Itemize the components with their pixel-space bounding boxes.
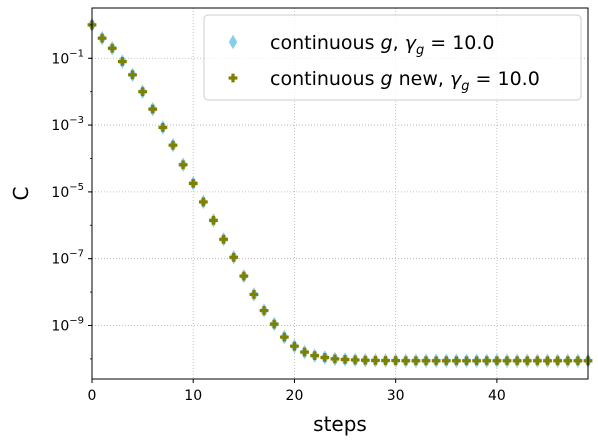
series-2-point bbox=[178, 160, 188, 170]
series-2-point bbox=[350, 355, 360, 365]
series-2-point bbox=[290, 341, 299, 351]
series-2-point bbox=[259, 306, 269, 315]
series-2-point bbox=[573, 356, 583, 366]
plot-frame bbox=[91, 7, 589, 380]
series-2-point bbox=[441, 356, 451, 366]
series-2-point bbox=[532, 356, 542, 366]
axis-ticks: 0 10 20 30 40 10−9 10−7 10−5 10−3 10−1 bbox=[51, 24, 506, 404]
series-2-point bbox=[279, 332, 289, 342]
legend-label-2: continuous g new, γg = 10.0 bbox=[270, 68, 540, 94]
series-2-point bbox=[168, 140, 178, 150]
series-2-point bbox=[391, 356, 401, 365]
series-2-point bbox=[512, 356, 522, 366]
series-2-point bbox=[522, 356, 532, 366]
x-tick-label: 30 bbox=[387, 388, 405, 404]
series-2-point bbox=[300, 347, 309, 357]
legend-label-1: continuous g, γg = 10.0 bbox=[270, 32, 495, 58]
data-marks bbox=[87, 17, 593, 368]
y-tick-label: 10−5 bbox=[51, 182, 84, 201]
series-2-point bbox=[452, 356, 461, 366]
series-2-point bbox=[138, 87, 148, 97]
series-2-point bbox=[229, 252, 239, 262]
series-2-point bbox=[128, 70, 137, 80]
x-tick-label: 0 bbox=[88, 388, 97, 404]
series-2-point bbox=[553, 356, 563, 366]
series-2-point bbox=[340, 355, 350, 364]
series-2-point bbox=[310, 351, 320, 361]
series-2-point bbox=[482, 356, 492, 366]
series-2-point bbox=[543, 356, 552, 366]
legend-marker-2 bbox=[228, 73, 238, 83]
x-axis-label: steps bbox=[313, 412, 367, 436]
x-tick-label: 20 bbox=[286, 388, 304, 404]
series-2-point bbox=[158, 123, 168, 132]
series-2-point bbox=[381, 356, 390, 365]
x-tick-label: 40 bbox=[488, 388, 506, 404]
legend: continuous g, γg = 10.0 continuous g new,… bbox=[203, 14, 582, 101]
y-axis-label: C bbox=[9, 187, 33, 201]
series-2-point bbox=[239, 271, 249, 281]
y-tick-label: 10−9 bbox=[51, 315, 84, 334]
series-2-point bbox=[502, 356, 512, 366]
series-2-point bbox=[421, 356, 431, 366]
y-tick-label: 10−7 bbox=[51, 249, 84, 268]
series-2-point bbox=[97, 33, 107, 43]
series-2-point bbox=[320, 353, 330, 362]
legend-marker-1 bbox=[228, 34, 238, 50]
series-2-point bbox=[117, 57, 127, 66]
series-2-point bbox=[249, 290, 259, 299]
series-2-point bbox=[330, 354, 340, 364]
x-tick-label: 10 bbox=[184, 388, 202, 404]
y-tick-label: 10−1 bbox=[51, 48, 84, 67]
y-tick-label: 10−3 bbox=[51, 115, 84, 134]
series-2-point bbox=[148, 104, 158, 114]
series-2-point bbox=[401, 356, 411, 366]
series-2-point bbox=[107, 43, 117, 53]
series-2-point bbox=[371, 356, 380, 365]
series-2-point bbox=[472, 356, 482, 366]
series-2-point bbox=[431, 356, 441, 366]
series-2-point bbox=[209, 216, 218, 225]
series-2-point bbox=[269, 319, 279, 329]
series-2-point bbox=[411, 356, 421, 366]
series-2-point bbox=[462, 356, 471, 366]
series-2-point bbox=[360, 355, 370, 365]
series-2-point bbox=[219, 234, 228, 244]
series-2-point bbox=[198, 197, 208, 207]
series-2-point bbox=[492, 356, 502, 366]
series-2-point bbox=[563, 356, 573, 366]
series-2-point bbox=[188, 178, 198, 188]
legend-box bbox=[203, 14, 582, 101]
